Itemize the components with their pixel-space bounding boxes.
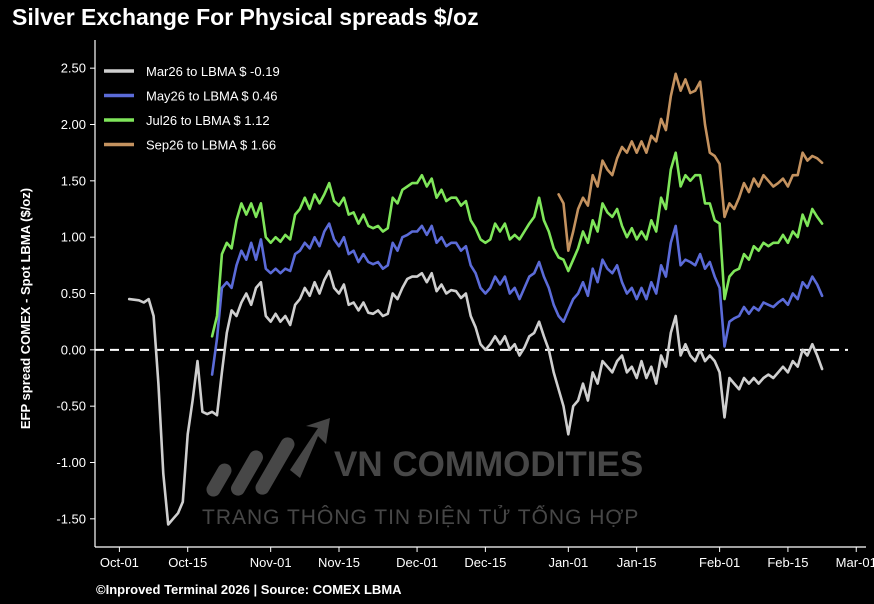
legend-label: Jul26 to LBMA $ 1.12 [146,113,270,128]
y-tick-label: 1.00 [61,230,86,245]
x-tick-label: Jan-01 [548,555,588,570]
x-tick-label: Dec-01 [396,555,438,570]
x-tick-label: Jan-15 [617,555,657,570]
x-tick-label: Oct-15 [168,555,207,570]
legend: Mar26 to LBMA $ -0.19 May26 to LBMA $ 0.4… [104,64,280,153]
y-tick-label: 2.00 [61,117,86,132]
legend-label: Mar26 to LBMA $ -0.19 [146,64,280,79]
y-tick-label: -1.50 [56,511,86,526]
series-line-2 [210,151,824,338]
x-tick-label: Mar-01 [836,555,874,570]
y-tick-label: 2.50 [61,61,86,76]
watermark-title: VN COMMODITIES [334,445,643,484]
legend-label: May26 to LBMA $ 0.46 [146,89,278,104]
source-footer: ©Inproved Terminal 2026 | Source: COMEX … [96,582,402,597]
series-line-1 [210,222,824,376]
y-tick-label: 0.50 [61,286,86,301]
x-tick-label: Nov-15 [318,555,360,570]
x-tick-label: Nov-01 [250,555,292,570]
watermark-subtitle: TRANG THÔNG TIN ĐIỆN TỬ TỔNG HỢP [202,505,639,529]
legend-label: Sep26 to LBMA $ 1.66 [146,138,276,153]
series-line-0 [127,269,824,526]
y-tick-label: -1.00 [56,455,86,470]
y-tick-label: 1.50 [61,173,86,188]
x-tick-label: Dec-15 [464,555,506,570]
series-layer [127,72,824,526]
x-tick-label: Feb-01 [699,555,740,570]
watermark-logo-icon [206,418,330,497]
axes: 2.50 2.00 1.50 1.00 0.50 0.00 -0.50 -1.00 -1.50 O… [18,40,874,570]
y-tick-label: 0.00 [61,342,86,357]
y-axis-label: EFP spread COMEX - Spot LBMA ($/oz) [18,188,33,429]
y-tick-label: -0.50 [56,399,86,414]
series-line-3 [557,72,824,252]
chart-title: Silver Exchange For Physical spreads $/o… [12,4,479,30]
watermark: VN COMMODITIES TRANG THÔNG TIN ĐIỆN TỬ T… [202,418,643,529]
x-tick-label: Oct-01 [100,555,139,570]
x-tick-label: Feb-15 [767,555,808,570]
